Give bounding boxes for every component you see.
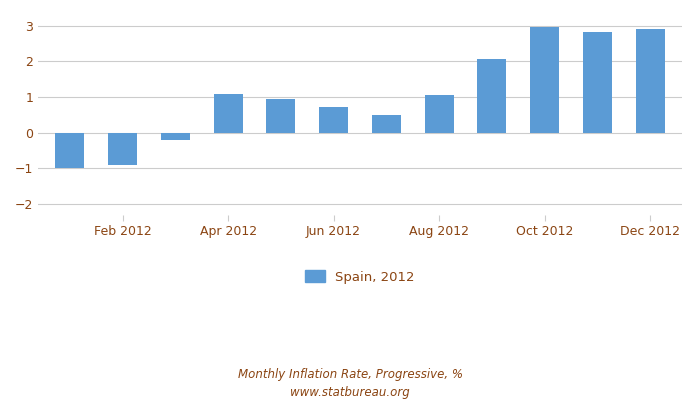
Text: www.statbureau.org: www.statbureau.org — [290, 386, 410, 399]
Bar — [108, 133, 137, 165]
Bar — [530, 28, 559, 133]
Bar — [319, 107, 348, 133]
Bar — [266, 99, 295, 133]
Bar — [372, 115, 401, 133]
Bar — [636, 29, 664, 133]
Bar — [583, 32, 612, 133]
Legend: Spain, 2012: Spain, 2012 — [300, 265, 420, 289]
Bar — [425, 95, 454, 133]
Bar — [477, 59, 506, 133]
Bar — [55, 133, 85, 168]
Text: Monthly Inflation Rate, Progressive, %: Monthly Inflation Rate, Progressive, % — [237, 368, 463, 381]
Bar — [214, 94, 243, 133]
Bar — [161, 133, 190, 140]
